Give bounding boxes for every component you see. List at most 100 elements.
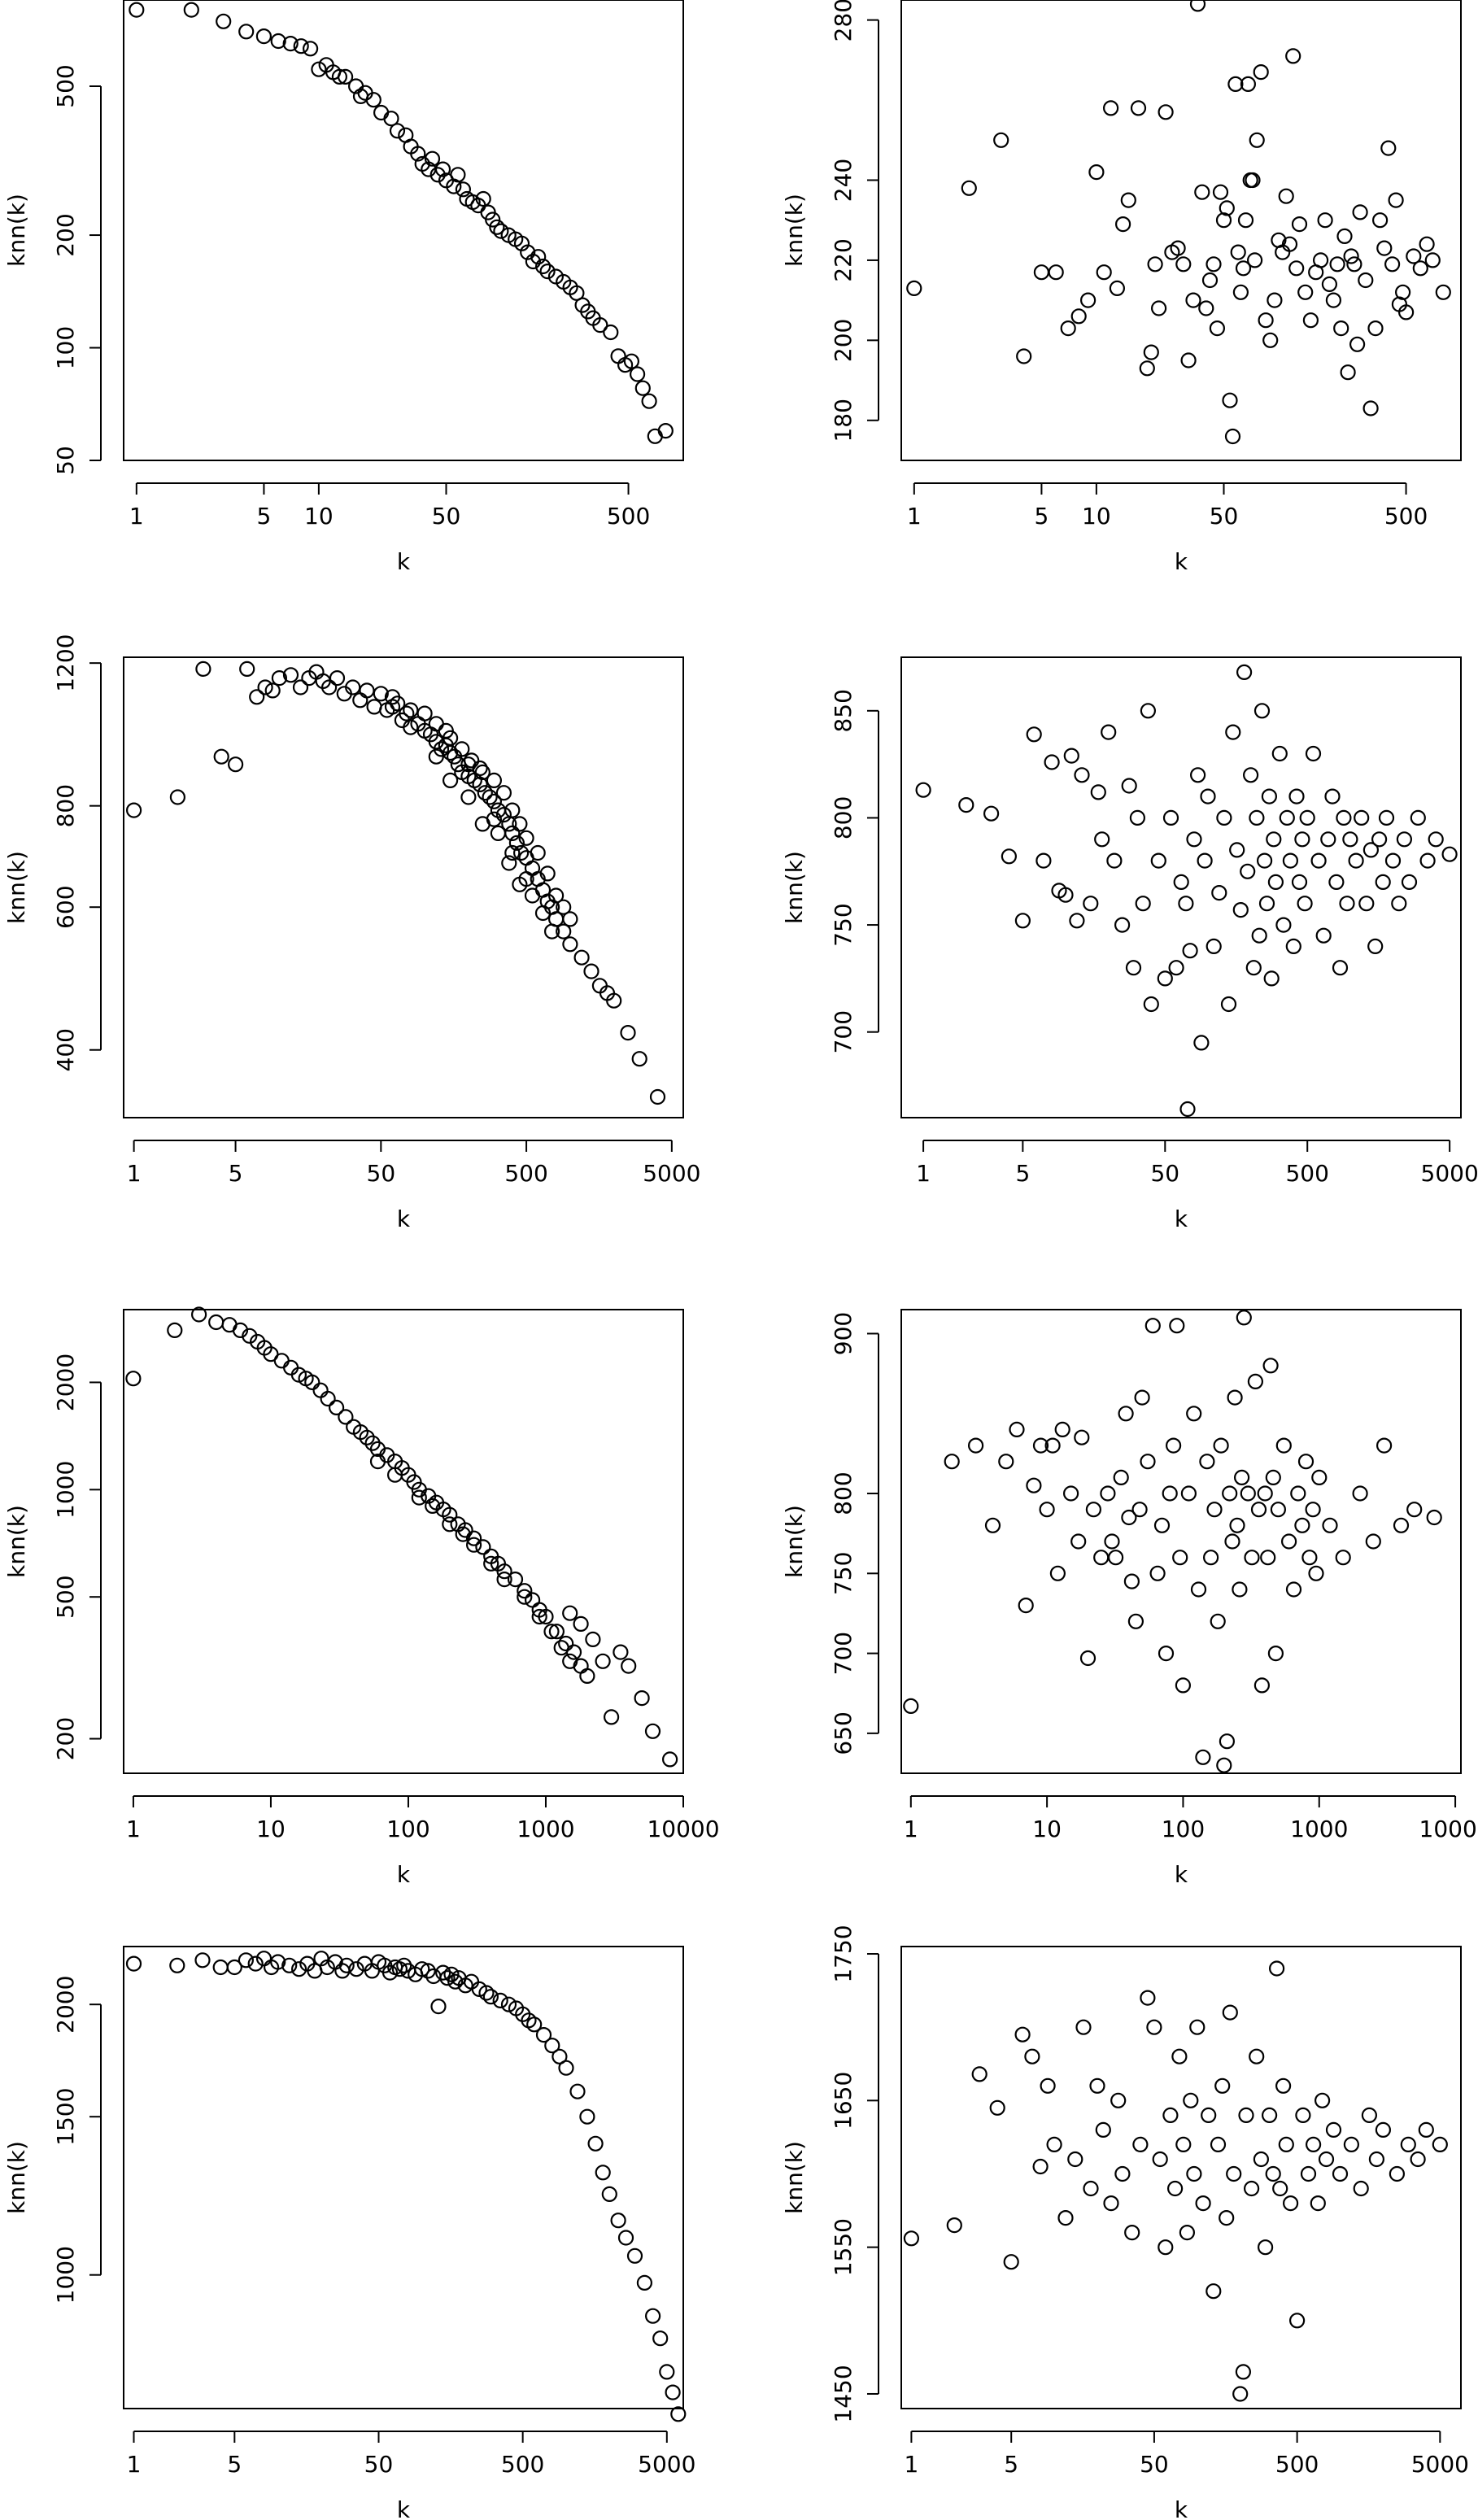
data-point [1340, 364, 1356, 381]
data-point [1297, 284, 1314, 300]
x-tick-label: 10000 [647, 1816, 719, 1842]
data-point [1074, 767, 1090, 783]
data-point [1371, 831, 1388, 848]
data-point [496, 1571, 512, 1588]
y-tick-label: 1000 [52, 2246, 79, 2304]
data-point [465, 1530, 482, 1546]
data-point [641, 393, 657, 409]
x-tick-label: 50 [364, 2451, 394, 2478]
data-point [1365, 1533, 1381, 1550]
data-point [1288, 2313, 1306, 2329]
data-point [1096, 264, 1112, 281]
data-point [1354, 809, 1370, 826]
data-point [1336, 228, 1353, 244]
data-point [518, 830, 534, 846]
data-point [1275, 244, 1291, 260]
data-point [1120, 192, 1136, 208]
x-tick-label: 5 [1004, 2451, 1018, 2478]
data-point [1216, 809, 1232, 826]
data-point [492, 1992, 508, 2008]
data-point [1158, 2239, 1174, 2256]
plot-frame [900, 1946, 1462, 2409]
data-point [1150, 300, 1167, 316]
data-point [1406, 1502, 1423, 1518]
data-point [1175, 256, 1192, 272]
data-point [534, 905, 552, 922]
data-point [1311, 1469, 1328, 1486]
data-point [1129, 809, 1146, 826]
y-axis-title: knn(k) [781, 851, 808, 924]
data-point [1032, 1437, 1049, 1454]
data-point [1301, 1550, 1318, 1566]
data-point [410, 146, 426, 162]
y-axis: 650 700 750 800 900 knn(k) [781, 1312, 879, 1755]
data-point [1321, 276, 1338, 292]
data-point [1278, 188, 1294, 204]
data-point [1171, 2048, 1188, 2064]
data-point [1201, 2107, 1217, 2123]
data-point [603, 1709, 620, 1725]
data-point [562, 936, 578, 953]
data-point [1197, 852, 1213, 869]
data-point [1232, 1581, 1248, 1598]
data-point [1140, 1990, 1156, 2006]
data-point [1229, 1517, 1245, 1533]
data-point [381, 1964, 399, 1981]
data-point [1026, 1477, 1042, 1493]
data-point [1358, 896, 1375, 912]
data-point [1225, 724, 1241, 740]
data-point [1189, 2019, 1206, 2035]
data-point [1302, 312, 1319, 329]
data-point [1162, 809, 1179, 826]
data-point [1406, 248, 1422, 264]
data-points [903, 1310, 1442, 1773]
data-point [126, 802, 142, 818]
data-point [1260, 1550, 1276, 1566]
data-point [359, 682, 375, 699]
y-tick-label: 200 [52, 213, 79, 256]
data-point [1003, 2254, 1019, 2270]
data-point [1352, 1485, 1368, 1502]
data-point [1384, 852, 1402, 869]
data-point [1179, 1101, 1196, 1118]
y-tick-label: 1450 [830, 2365, 857, 2422]
data-point [1282, 852, 1299, 869]
x-tick-label: 1000 [517, 1816, 574, 1842]
data-point [610, 2213, 626, 2229]
data-point [636, 2274, 653, 2291]
data-point [1153, 1517, 1171, 1533]
data-point [1249, 2048, 1265, 2064]
data-point [591, 978, 608, 994]
data-point [1100, 1485, 1116, 1502]
data-point [1147, 256, 1163, 272]
data-point [623, 353, 640, 369]
x-tick-label: 1 [904, 1816, 918, 1842]
y-tick-label: 1650 [830, 2072, 857, 2130]
data-point [486, 772, 503, 789]
x-tick-label: 1 [127, 1160, 142, 1187]
data-point [1134, 1389, 1150, 1406]
x-tick-label: 500 [504, 1160, 547, 1187]
x-tick-label: 5 [229, 1160, 243, 1187]
data-point [634, 380, 651, 396]
y-tick-label: 200 [830, 319, 857, 362]
data-point [1131, 1502, 1148, 1518]
data-point [512, 816, 528, 832]
data-point [501, 855, 517, 871]
data-point [1236, 664, 1253, 681]
y-tick-label: 50 [52, 446, 79, 475]
y-tick-label: 750 [830, 1552, 857, 1595]
data-point [1095, 2121, 1111, 2138]
data-point [1169, 1318, 1185, 1334]
data-point [539, 264, 556, 280]
data-point [1213, 1437, 1229, 1454]
y-axis-title: knn(k) [781, 2141, 808, 2214]
data-point [548, 1624, 565, 1640]
data-point [383, 111, 399, 127]
data-point [414, 1961, 430, 1977]
data-point [1318, 2151, 1335, 2168]
data-point [1375, 2121, 1392, 2138]
data-point [1258, 312, 1274, 329]
data-point [1162, 2107, 1179, 2123]
plot-frame [123, 1309, 684, 1774]
